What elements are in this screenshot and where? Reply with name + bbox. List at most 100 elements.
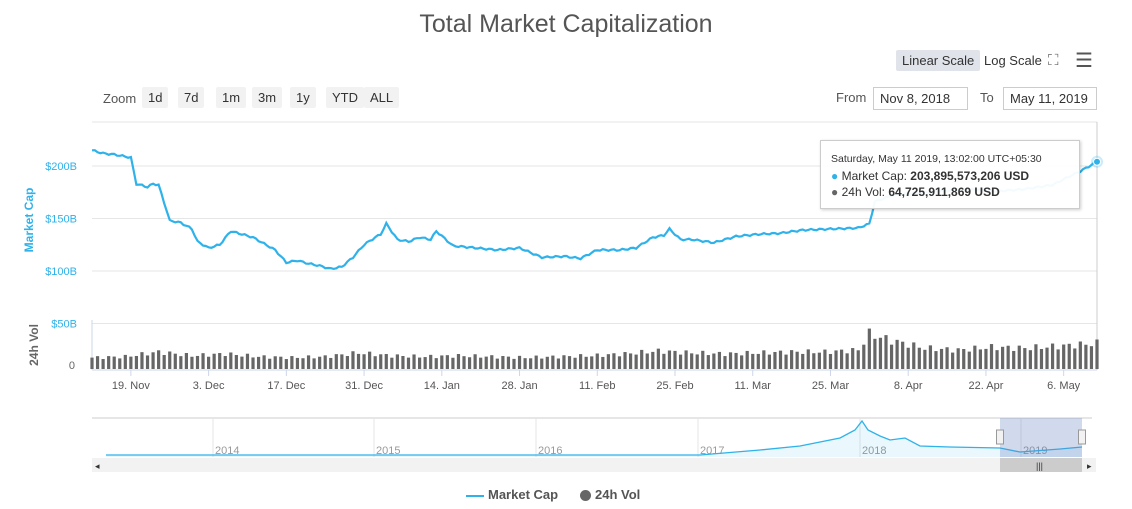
navigator-handle[interactable] <box>1078 429 1086 445</box>
navigator-line <box>106 419 1083 456</box>
volume-bar <box>517 355 522 369</box>
volume-bar <box>545 356 549 369</box>
volume-bar <box>906 347 910 369</box>
volume-bar <box>762 350 766 369</box>
volume-bar <box>862 344 866 369</box>
volume-bar <box>673 350 677 369</box>
volume-bar <box>529 358 533 369</box>
volume-bar <box>1095 339 1099 369</box>
volume-bar <box>440 355 444 369</box>
volume-bar <box>429 354 433 369</box>
volume-bar <box>834 350 838 369</box>
linear-scale-button[interactable]: Linear Scale <box>896 50 981 71</box>
volume-bar <box>101 359 105 369</box>
scroll-left-arrow-icon[interactable]: ◂ <box>95 461 100 471</box>
volume-bar <box>173 353 177 369</box>
volume-bar <box>134 355 139 369</box>
navigator-label: 2018 <box>862 445 886 457</box>
volume-bar <box>640 349 644 369</box>
volume-bar <box>567 356 572 369</box>
volume-bar <box>684 350 688 369</box>
volume-bar <box>579 354 583 369</box>
tooltip-vol-label: 24h Vol: <box>841 185 885 199</box>
volume-bar <box>839 349 844 369</box>
volume-bar <box>279 356 283 369</box>
volume-bar <box>323 355 327 369</box>
volume-bar <box>801 353 805 369</box>
volume-bar <box>340 354 344 369</box>
zoom-1d-button[interactable]: 1d <box>142 87 169 108</box>
volume-bar <box>490 355 494 369</box>
menu-icon[interactable]: ☰ <box>1075 50 1093 72</box>
volume-bar <box>390 357 394 369</box>
scroll-right-arrow-icon[interactable]: ▸ <box>1087 461 1092 471</box>
volume-bar <box>223 356 227 369</box>
zoom-1m-button[interactable]: 1m <box>216 87 247 108</box>
volume-bar <box>129 356 133 369</box>
zoom-1y-button[interactable]: 1y <box>290 87 316 108</box>
volume-bar <box>723 356 727 369</box>
volume-bar <box>562 355 566 369</box>
scrollbar-grip-icon: ||| <box>1036 461 1043 471</box>
volume-bar <box>967 351 971 369</box>
volume-bar <box>1017 345 1021 369</box>
volume-bar <box>962 348 966 369</box>
legend-market-cap[interactable]: Market Cap <box>466 487 558 502</box>
y-axis-title: Market Cap <box>22 188 36 253</box>
zoom-7d-button[interactable]: 7d <box>178 87 205 108</box>
volume-bar <box>1039 349 1044 369</box>
volume-bar <box>778 350 783 369</box>
volume-bar <box>845 353 849 369</box>
legend-24h-vol[interactable]: 24h Vol <box>580 487 640 502</box>
volume-bar <box>157 350 161 369</box>
volume-bar <box>806 349 810 369</box>
volume-bar <box>1050 343 1055 369</box>
volume-bar <box>767 354 772 369</box>
zoom-ytd-button[interactable]: YTD <box>326 87 364 108</box>
volume-bar <box>540 358 544 369</box>
vol-axis-title: 24h Vol <box>27 324 41 366</box>
x-tick-label: 14. Jan <box>424 380 460 392</box>
volume-bar <box>628 353 633 369</box>
volume-bar <box>773 351 777 369</box>
x-tick-label: 28. Jan <box>501 380 537 392</box>
zoom-3m-button[interactable]: 3m <box>252 87 283 108</box>
volume-bar <box>423 357 427 369</box>
volume-bar <box>995 350 999 369</box>
fullscreen-icon[interactable]: ⛶ <box>1048 52 1059 69</box>
zoom-all-button[interactable]: ALL <box>364 87 400 108</box>
volume-bar <box>795 351 799 369</box>
y-tick-label: $200B <box>45 161 77 173</box>
volume-bar <box>251 357 255 369</box>
from-date-input[interactable]: Nov 8, 2018 <box>873 87 968 110</box>
volume-bar <box>1006 345 1010 369</box>
log-scale-button[interactable]: Log Scale <box>984 53 1042 68</box>
volume-bar <box>445 355 449 369</box>
volume-bar <box>495 358 499 369</box>
volume-bar <box>290 356 294 369</box>
volume-bar <box>462 356 466 369</box>
volume-bar <box>467 357 472 369</box>
navigator-label: 2016 <box>538 445 562 457</box>
volume-bar <box>884 335 888 369</box>
volume-bar <box>901 341 905 369</box>
volume-bar <box>1023 348 1027 369</box>
volume-bar <box>551 355 555 369</box>
navigator-area <box>106 421 1082 457</box>
volume-bar <box>362 354 366 369</box>
legend-cap-label: Market Cap <box>488 487 559 502</box>
scrollbar-thumb[interactable] <box>1000 458 1082 472</box>
volume-bar <box>595 353 599 369</box>
volume-bar <box>667 350 672 369</box>
to-date-input[interactable]: May 11, 2019 <box>1003 87 1097 110</box>
y-tick-label: $100B <box>45 266 77 278</box>
hover-point <box>1093 157 1101 166</box>
scrollbar-track[interactable] <box>92 458 1096 472</box>
volume-bar <box>368 351 372 369</box>
navigator-handle[interactable] <box>996 429 1004 445</box>
volume-bar <box>212 353 216 369</box>
volume-bar <box>951 352 955 369</box>
volume-bar <box>479 357 483 369</box>
volume-bar <box>1062 344 1066 369</box>
volume-bar <box>556 358 561 369</box>
